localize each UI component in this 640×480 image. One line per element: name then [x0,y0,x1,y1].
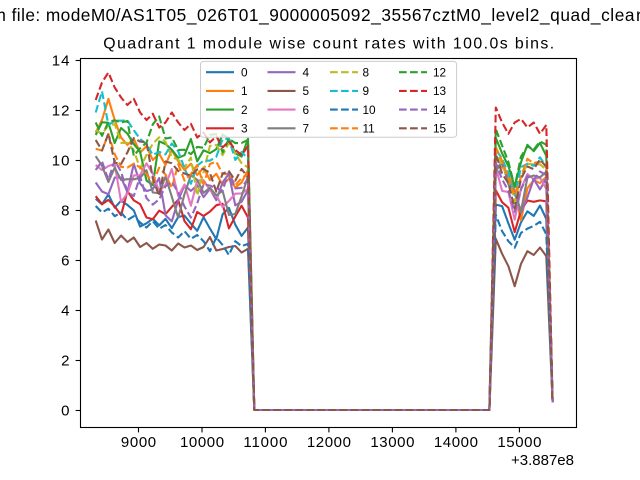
svg-text:15: 15 [433,122,447,136]
svg-text:4: 4 [61,303,69,320]
svg-text:9: 9 [363,84,370,98]
svg-text:0: 0 [241,65,248,79]
svg-text:15000: 15000 [497,434,541,451]
svg-text:13: 13 [433,84,447,98]
svg-text:14: 14 [433,103,447,117]
svg-text:m file: modeM0/: m file: modeM0/ [0,5,121,25]
svg-text:10000: 10000 [180,434,224,451]
svg-text:3: 3 [241,122,248,136]
svg-text:9000: 9000 [121,434,156,451]
svg-text:11000: 11000 [243,434,287,451]
svg-text:12000: 12000 [307,434,351,451]
svg-text:8: 8 [363,65,370,79]
svg-text:14000: 14000 [434,434,478,451]
svg-text:8: 8 [61,203,69,220]
svg-text:0: 0 [61,403,69,420]
svg-text:12: 12 [433,65,446,79]
svg-text:6: 6 [303,103,310,117]
svg-text:n.evt: n.evt [636,5,640,25]
svg-text:10: 10 [363,103,377,117]
svg-text:11: 11 [363,122,375,136]
svg-text:14: 14 [52,53,70,70]
svg-text:5: 5 [303,84,310,98]
svg-text:12: 12 [52,103,70,120]
svg-text:AS1T05_026T01_9000005092_35567: AS1T05_026T01_9000005092_35567cztM0_leve… [121,5,635,25]
svg-text:1: 1 [241,84,248,98]
svg-text:4: 4 [303,65,310,79]
svg-text:Quadrant 1 module wise count r: Quadrant 1 module wise count rates with … [103,35,554,52]
svg-text:10: 10 [52,153,70,170]
svg-text:6: 6 [61,253,69,270]
svg-text:13000: 13000 [370,434,414,451]
svg-text:+3.887e8: +3.887e8 [511,452,574,469]
svg-text:2: 2 [241,103,248,117]
svg-text:7: 7 [303,122,310,136]
svg-text:2: 2 [61,353,69,370]
